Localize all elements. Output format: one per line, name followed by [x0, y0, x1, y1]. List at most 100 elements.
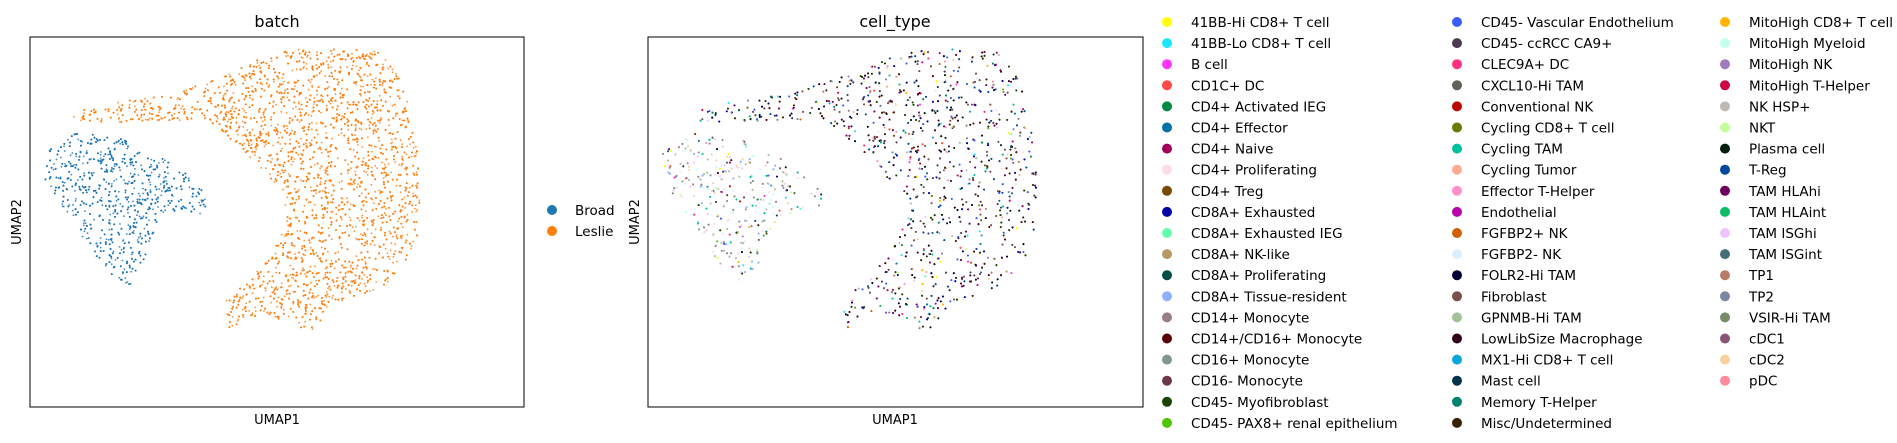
- point-806: [248, 142, 250, 145]
- point-736: [219, 112, 222, 115]
- point-341: [403, 167, 406, 170]
- point-429: [112, 250, 115, 253]
- point-644: [319, 167, 321, 170]
- point-705: [286, 127, 289, 130]
- point-412: [291, 129, 293, 132]
- point-158: [86, 237, 88, 240]
- point-890: [274, 252, 277, 255]
- point-475: [311, 84, 313, 87]
- point-327: [52, 168, 55, 171]
- point-587: [370, 117, 373, 119]
- point-150: [360, 233, 362, 236]
- point-828: [144, 97, 147, 100]
- point-44: [60, 156, 62, 159]
- point-204: [250, 143, 253, 146]
- point-768: [110, 166, 113, 169]
- point-199: [340, 87, 343, 90]
- point-379: [347, 128, 350, 131]
- point-225: [293, 188, 296, 190]
- point-77: [325, 104, 328, 107]
- point-489: [292, 302, 295, 305]
- point-858: [402, 226, 404, 229]
- point-881: [310, 142, 312, 145]
- point-45: [275, 271, 278, 274]
- point-186: [329, 60, 332, 63]
- point-248: [237, 318, 240, 321]
- point-816: [158, 162, 160, 164]
- point-523: [316, 100, 318, 102]
- point-514: [361, 146, 364, 148]
- point-82: [126, 165, 128, 168]
- point-506: [415, 210, 418, 213]
- point-607: [371, 113, 374, 115]
- point-318: [298, 102, 300, 105]
- point-129: [86, 232, 89, 235]
- point-156: [418, 199, 421, 202]
- point-894: [344, 272, 347, 275]
- point-875: [330, 238, 333, 241]
- point-262: [126, 281, 129, 283]
- point-241: [132, 200, 134, 203]
- point-470: [390, 138, 393, 141]
- point-417: [68, 204, 71, 206]
- point-291: [142, 215, 145, 218]
- point-288: [280, 307, 283, 310]
- point-164: [365, 63, 368, 66]
- point-53: [360, 85, 362, 88]
- point-580: [394, 250, 397, 253]
- point-92: [298, 321, 301, 324]
- point-877: [232, 316, 234, 318]
- point-872: [136, 198, 139, 201]
- batch-points: [44, 48, 421, 330]
- point-851: [382, 63, 384, 66]
- point-38: [416, 208, 419, 211]
- point-796: [347, 163, 349, 166]
- point-32: [93, 218, 95, 221]
- point-5: [390, 171, 393, 174]
- point-310: [296, 216, 299, 219]
- point-440: [74, 190, 76, 192]
- point-774: [410, 245, 413, 247]
- point-488: [111, 183, 113, 185]
- point-396: [271, 157, 273, 160]
- point-230: [381, 161, 383, 164]
- point-656: [132, 230, 135, 232]
- point-455: [254, 306, 257, 309]
- point-295: [384, 176, 387, 178]
- point-648: [373, 145, 376, 148]
- point-126: [177, 96, 180, 99]
- point-86: [129, 163, 132, 166]
- point-87: [338, 181, 341, 184]
- point-2: [394, 161, 397, 163]
- point-652: [391, 235, 394, 238]
- point-432: [318, 191, 321, 194]
- point-1: [364, 285, 367, 287]
- point-601: [320, 111, 322, 114]
- point-832: [370, 83, 373, 86]
- point-382: [386, 269, 389, 271]
- point-631: [366, 243, 369, 245]
- point-54: [358, 219, 361, 222]
- point-42: [407, 119, 409, 122]
- point-426: [310, 128, 313, 131]
- point-575: [313, 97, 316, 99]
- point-312: [389, 249, 392, 252]
- point-317: [402, 159, 404, 162]
- point-558: [388, 258, 391, 260]
- point-316: [408, 186, 411, 189]
- point-205: [359, 76, 362, 79]
- point-863: [242, 295, 245, 298]
- point-369: [261, 83, 264, 86]
- point-731: [152, 208, 155, 211]
- point-479: [119, 223, 121, 225]
- point-15: [356, 144, 359, 146]
- point-98: [83, 230, 86, 233]
- point-814: [83, 155, 85, 158]
- point-25: [150, 158, 153, 161]
- point-892: [167, 204, 170, 207]
- point-646: [115, 178, 118, 181]
- point-223: [366, 276, 368, 279]
- point-588: [394, 114, 397, 117]
- point-64: [99, 237, 102, 239]
